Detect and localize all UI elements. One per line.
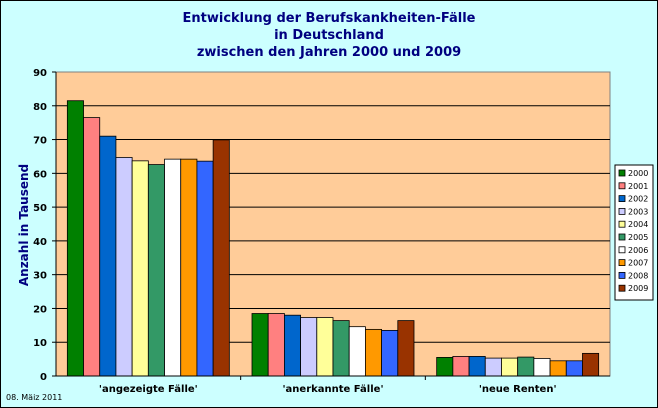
- legend-swatch-2006: [618, 246, 626, 254]
- legend-label: 2000: [628, 169, 648, 178]
- bar-2008-2: [565, 360, 583, 377]
- y-axis-ticks: 0 10 20 30 40 50 60 70 80 90: [33, 68, 610, 383]
- legend-swatch-2004: [618, 220, 626, 228]
- y-tick-label: 60: [33, 169, 47, 180]
- bar-2001-0: [83, 117, 101, 377]
- y-tick-label: 70: [33, 136, 47, 147]
- legend-label: 2005: [628, 233, 648, 242]
- bar-2001-2: [452, 356, 470, 377]
- bar-2003-2: [484, 357, 502, 377]
- legend-swatch-2003: [618, 207, 626, 215]
- y-tick-label: 40: [33, 237, 47, 248]
- legend-swatch-2002: [618, 195, 626, 203]
- bar-2000-2: [436, 357, 454, 377]
- x-axis-categories: 'angezeigte Fälle' 'anerkannte Fälle' 'neu…: [99, 376, 557, 395]
- legend-label: 2006: [628, 246, 648, 255]
- legend-swatch-2007: [618, 259, 626, 267]
- bar-2005-0: [147, 164, 165, 377]
- bar-2007-0: [180, 158, 198, 377]
- bar-2006-0: [164, 158, 182, 377]
- legend-label: 2002: [628, 195, 648, 204]
- legend: 2000 2001 2002 2003 2004 2005 2006 2007 2008 2009: [618, 169, 648, 293]
- bar-2002-0: [99, 135, 117, 377]
- y-tick-label: 90: [33, 68, 47, 79]
- bar-2008-1: [381, 329, 399, 377]
- legend-label: 2007: [628, 259, 648, 268]
- x-category-label: 'angezeigte Fälle': [99, 384, 198, 395]
- legend-swatch-2000: [618, 169, 626, 177]
- x-category-label: 'neue Renten': [479, 384, 557, 395]
- legend-swatch-2009: [618, 284, 626, 292]
- bar-2002-1: [283, 314, 301, 377]
- legend-label: 2003: [628, 207, 648, 216]
- legend-label: 2001: [628, 182, 648, 191]
- footer-date: 08. Mäiz 2011: [6, 393, 62, 402]
- y-tick-label: 30: [33, 271, 47, 282]
- bar-2006-2: [533, 358, 551, 377]
- y-tick-label: 10: [33, 338, 47, 349]
- chart-title-line-3: zwischen den Jahren 2000 und 2009: [197, 45, 461, 60]
- y-tick-label: 0: [40, 372, 47, 383]
- bar-2009-1: [397, 320, 415, 377]
- chart-title-line-2: in Deutschland: [274, 28, 384, 43]
- bars: [66, 100, 600, 377]
- y-axis-label: Anzahl in Tausend: [17, 164, 31, 286]
- bar-2007-1: [364, 328, 382, 377]
- bar-2009-0: [212, 139, 230, 377]
- bar-2008-0: [196, 160, 214, 377]
- bar-2004-1: [316, 317, 334, 377]
- bar-2004-2: [501, 357, 519, 377]
- legend-label: 2004: [628, 220, 648, 229]
- bar-2009-2: [582, 352, 600, 377]
- legend-swatch-2005: [618, 233, 626, 241]
- bar-2004-0: [131, 160, 149, 377]
- bar-2000-1: [251, 313, 269, 377]
- legend-label: 2009: [628, 284, 648, 293]
- x-category-label: 'anerkannte Fälle': [282, 384, 383, 395]
- legend-label: 2008: [628, 271, 648, 280]
- bar-2005-1: [332, 320, 350, 377]
- bar-2003-1: [300, 317, 318, 377]
- chart-title-line-1: Entwicklung der Berufskankheiten-Fälle: [183, 11, 476, 26]
- legend-swatch-2001: [618, 182, 626, 190]
- bar-2001-1: [267, 313, 285, 377]
- y-tick-label: 80: [33, 102, 47, 113]
- y-tick-label: 50: [33, 203, 47, 214]
- bar-2005-2: [517, 356, 535, 377]
- bar-2003-0: [115, 157, 133, 377]
- bar-2006-1: [348, 326, 366, 377]
- bar-2000-0: [66, 100, 84, 377]
- bar-2002-2: [468, 356, 486, 377]
- y-tick-label: 20: [33, 304, 47, 315]
- bar-2007-2: [549, 360, 567, 377]
- legend-swatch-2008: [618, 271, 626, 279]
